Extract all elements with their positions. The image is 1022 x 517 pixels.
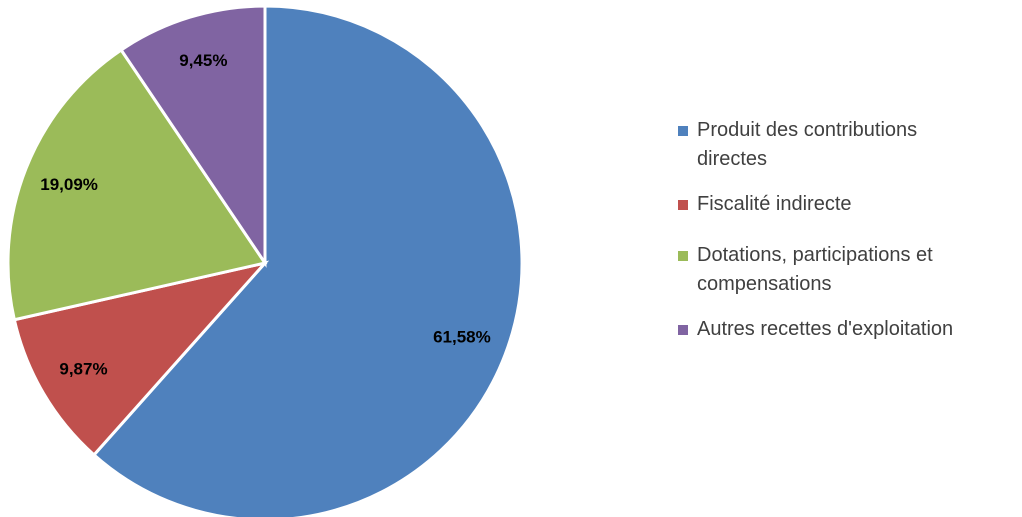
legend-label: Produit des contributions directes <box>697 119 918 170</box>
legend-label: Autres recettes d'exploitation <box>697 318 954 340</box>
legend-swatch <box>678 325 688 335</box>
legend-item: Dotations, participations et compensatio… <box>678 241 1008 299</box>
legend-item: Produit des contributions directes <box>678 116 1008 174</box>
legend-swatch <box>678 126 688 136</box>
legend: Produit des contributions directes Fiscal… <box>678 116 1008 344</box>
data-label: 9,45% <box>179 51 227 70</box>
legend-label: Fiscalité indirecte <box>697 193 852 215</box>
legend-swatch <box>678 251 688 261</box>
legend-item: Autres recettes d'exploitation <box>678 315 1008 344</box>
legend-swatch <box>678 200 688 210</box>
pie-slice <box>6 47 268 322</box>
data-label: 61,58% <box>433 328 491 347</box>
legend-label: Dotations, participations et compensatio… <box>697 244 933 295</box>
legend-item: Fiscalité indirecte <box>678 190 1008 219</box>
pie-slice <box>12 260 270 457</box>
data-label: 19,09% <box>40 175 98 194</box>
data-label: 9,87% <box>59 360 107 379</box>
pie-slice <box>119 4 267 268</box>
